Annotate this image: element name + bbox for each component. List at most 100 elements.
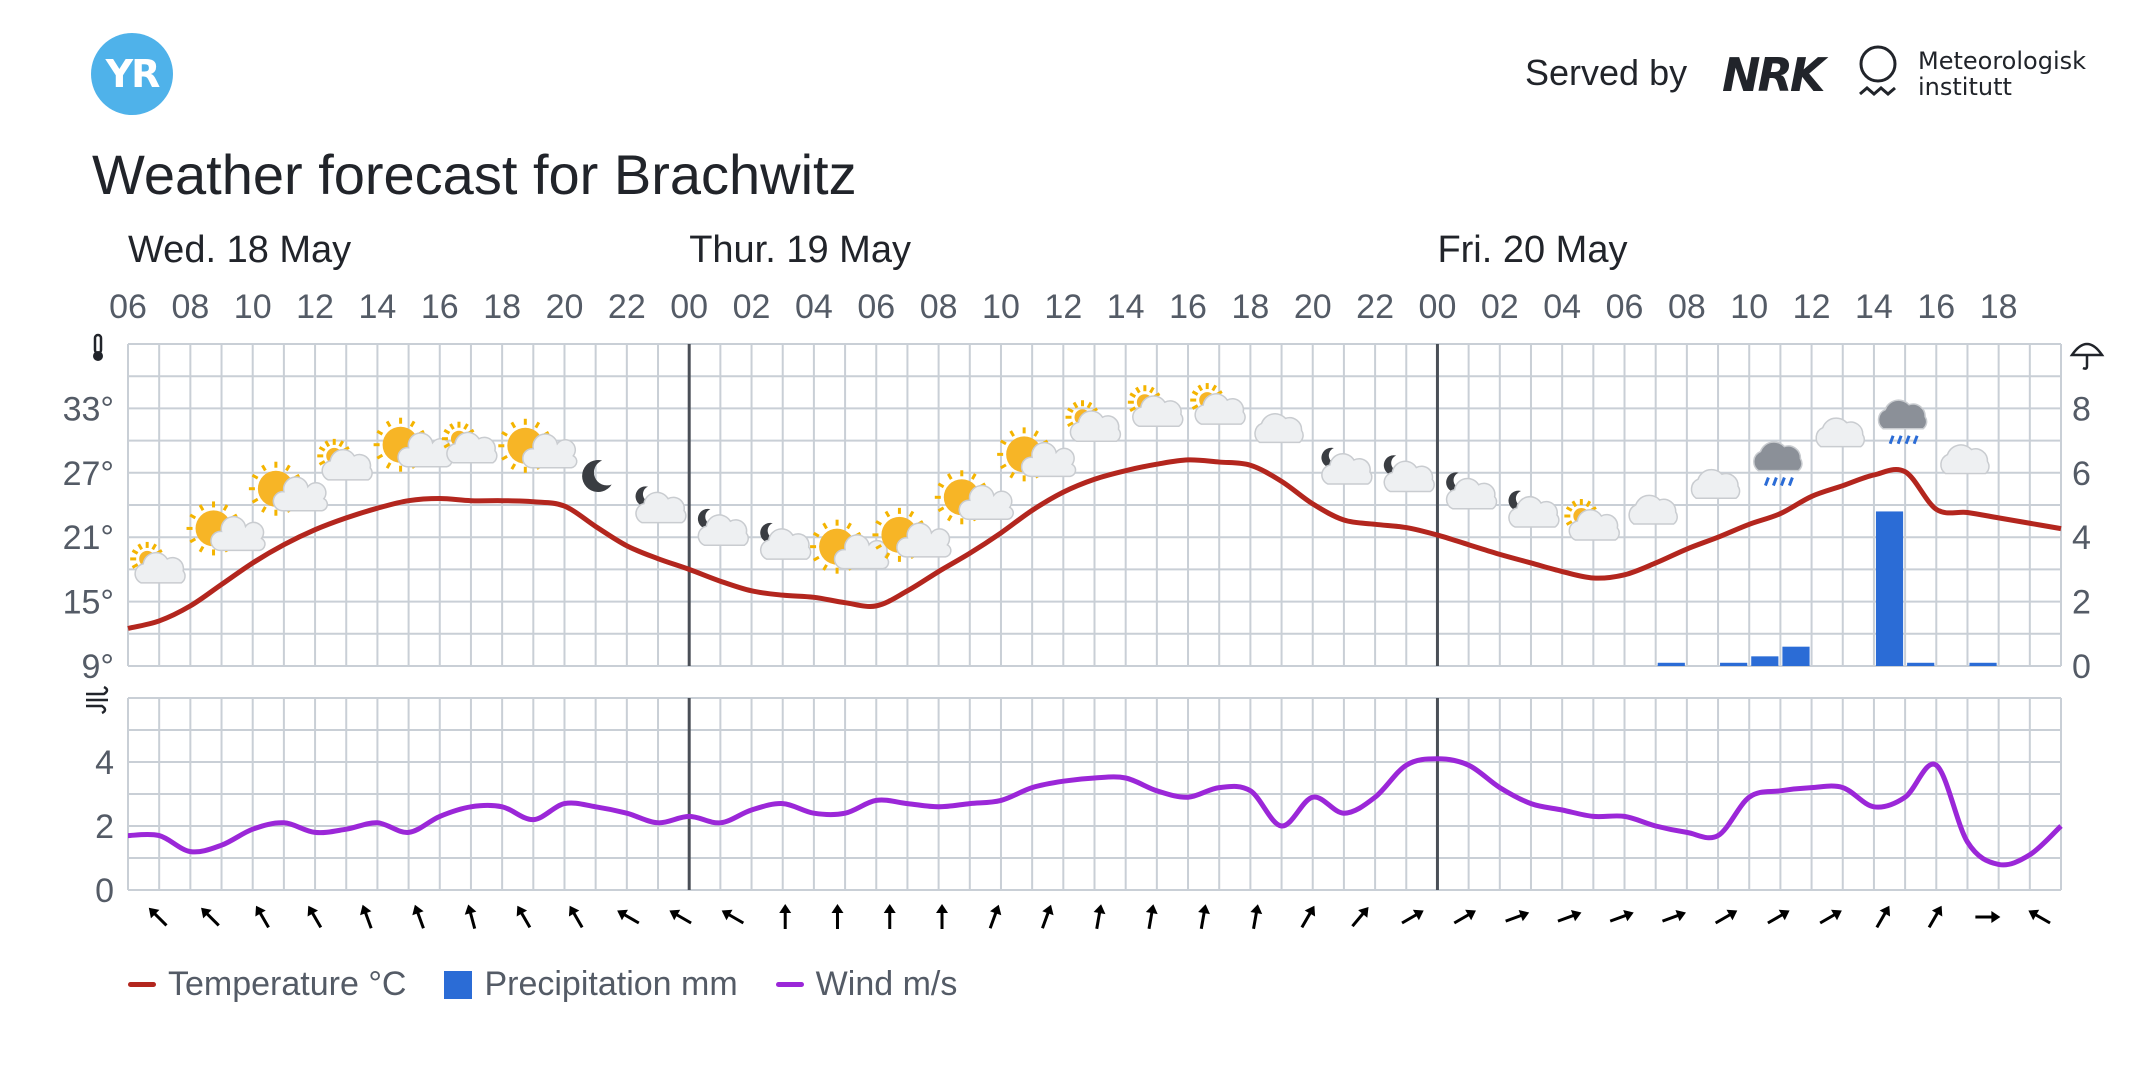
cloud-shape xyxy=(1445,477,1498,510)
wind-arrow-icon xyxy=(988,904,1002,929)
sun-ray xyxy=(501,454,508,461)
rain-drop xyxy=(1904,435,1911,445)
wind-arrow-head xyxy=(990,904,1002,916)
x-tick-label: 12 xyxy=(296,288,334,326)
cloud-shape xyxy=(1815,417,1866,448)
wind-arrow-head xyxy=(831,904,844,913)
wind-arrow-icon xyxy=(1609,909,1634,923)
moon-shape xyxy=(697,508,717,529)
night-cloudy-icon xyxy=(697,508,749,546)
sun-ray xyxy=(937,506,945,513)
precipitation-bar xyxy=(1907,662,1935,666)
wind-arrow-icon xyxy=(936,904,949,929)
precipitation-bar xyxy=(1657,662,1685,666)
wind-arrow-head xyxy=(779,904,792,913)
wind-arrow-head xyxy=(1518,909,1530,922)
temperature-y-tick: 21° xyxy=(63,519,114,557)
x-tick-label: 18 xyxy=(1231,288,1269,326)
wind-arrow-icon xyxy=(831,904,844,929)
moon-shape xyxy=(1508,490,1527,511)
cloud-shape xyxy=(1508,496,1560,528)
partly-sunny-icon xyxy=(498,418,578,473)
wind-arrow-head xyxy=(721,909,733,921)
sun-ray xyxy=(189,513,197,520)
moon-icon xyxy=(582,459,612,492)
wind-arrow-icon xyxy=(412,904,425,929)
cloudy-icon xyxy=(1815,417,1866,448)
legend-precipitation-label: Precipitation mm xyxy=(484,965,738,1003)
sun-ray xyxy=(376,453,384,460)
precipitation-bar xyxy=(1875,511,1904,666)
sun-ray xyxy=(443,442,451,449)
wind-arrow-head xyxy=(1675,909,1686,922)
yr-logo[interactable]: YR xyxy=(91,33,173,115)
wind-arrow-head xyxy=(568,905,580,917)
day-label: Wed. 18 May xyxy=(128,229,351,271)
wind-arrow-icon xyxy=(883,904,896,929)
partly-sunny-icon xyxy=(186,501,266,556)
x-tick-label: 00 xyxy=(1419,288,1457,326)
sun-ray xyxy=(251,497,259,504)
wind-arrow-head xyxy=(464,904,477,915)
x-tick-label: 18 xyxy=(1980,288,2018,326)
sun-ray xyxy=(1000,439,1007,446)
sun-ray xyxy=(1086,401,1093,409)
wind-arrow-icon xyxy=(721,909,745,925)
x-tick-label: 08 xyxy=(1668,288,1706,326)
precipitation-bar xyxy=(1720,662,1748,666)
nrk-logo[interactable]: NRK xyxy=(1722,48,1826,102)
met-logo-text[interactable]: Meteorologisk institutt xyxy=(1918,47,2087,101)
sun-ray xyxy=(409,420,416,428)
wind-y-tick: 0 xyxy=(95,872,114,910)
x-tick-label: 16 xyxy=(421,288,459,326)
wind-arrow-icon xyxy=(464,904,477,929)
sun-ray xyxy=(222,504,229,511)
legend-precipitation: Precipitation mm xyxy=(444,965,738,1004)
wind-arrow-icon xyxy=(1145,904,1158,930)
wind-arrow-icon xyxy=(1093,904,1106,930)
wind-arrow-head xyxy=(883,904,896,913)
precipitation-y-tick: 6 xyxy=(2072,455,2091,493)
wind-arrow-head xyxy=(1358,907,1369,918)
thermometer-icon xyxy=(93,333,103,361)
partly-sunny-icon xyxy=(810,519,890,574)
x-tick-label: 00 xyxy=(670,288,708,326)
x-tick-label: 06 xyxy=(857,288,895,326)
wind-arrow-head xyxy=(307,905,318,917)
sun-ray xyxy=(510,421,517,429)
cloud-shape xyxy=(1321,453,1373,485)
wind-arrow-icon xyxy=(148,907,168,927)
sun-ray xyxy=(946,514,953,522)
wind-arrow-icon xyxy=(1505,909,1530,923)
rain-drop xyxy=(1912,435,1919,445)
wind-arrow-head xyxy=(1304,905,1316,917)
wind-arrow-head xyxy=(148,907,160,919)
x-tick-label: 20 xyxy=(1294,288,1332,326)
sun-ray xyxy=(1135,386,1141,394)
sun-ray xyxy=(510,463,517,470)
wind-arrow-head xyxy=(936,904,949,913)
legend-wind-swatch xyxy=(775,982,804,987)
wind-arrow-head xyxy=(360,904,372,916)
sun-ray xyxy=(261,506,267,513)
moon-shape xyxy=(1383,455,1403,476)
legend-wind: Wind m/s xyxy=(775,965,957,1004)
sun-ray xyxy=(1565,520,1573,526)
day-label: Fri. 20 May xyxy=(1437,229,1627,271)
cloud-shape xyxy=(1132,395,1184,427)
x-tick-label: 02 xyxy=(733,288,771,326)
precipitation-y-tick: 8 xyxy=(2072,390,2091,428)
x-tick-label: 14 xyxy=(1855,288,1893,326)
temperature-y-tick: 9° xyxy=(81,648,114,686)
sun-ray xyxy=(1129,406,1137,413)
partly-sunny-icon xyxy=(248,461,329,516)
cloud-shape xyxy=(446,431,498,464)
sun-ray xyxy=(189,537,197,544)
wind-arrow-head xyxy=(1145,904,1158,915)
cloud-shape xyxy=(1194,393,1246,425)
cloud-shape xyxy=(134,551,186,584)
partly-cloudy-icon xyxy=(1564,498,1620,541)
sun-ray xyxy=(1191,390,1199,396)
sun-ray xyxy=(812,531,820,538)
cloud-shape xyxy=(1383,460,1435,493)
